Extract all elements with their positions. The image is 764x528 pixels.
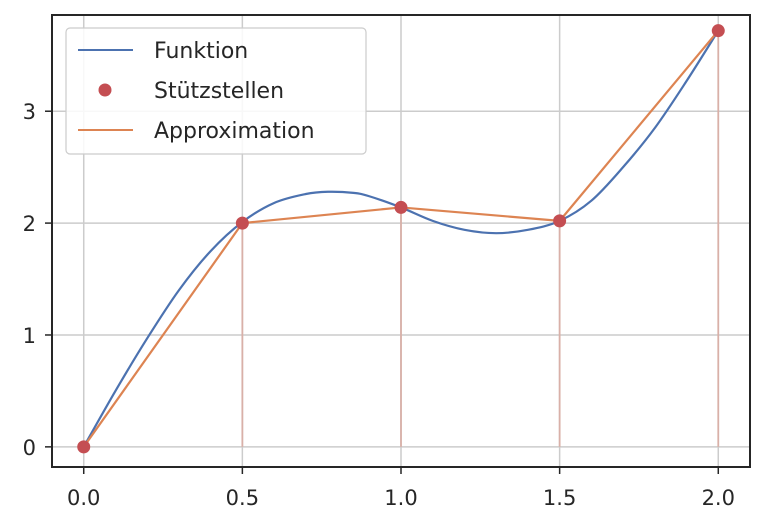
series-line-funktion xyxy=(82,30,720,448)
y-tick-label: 3 xyxy=(23,100,36,124)
x-tick-label: 2.0 xyxy=(702,486,735,510)
y-tick-label: 2 xyxy=(23,212,36,236)
x-axis: 0.0 0.5 1.0 1.5 2.0 xyxy=(67,467,735,510)
stem-lines xyxy=(241,30,720,447)
legend-label-funktion: Funktion xyxy=(154,39,248,64)
x-tick-label: 1.0 xyxy=(384,486,417,510)
legend-label-stuetzstellen: Stützstellen xyxy=(154,79,284,104)
legend-box xyxy=(65,27,367,155)
data-point-stuetzstelle xyxy=(394,200,408,214)
data-point-stuetzstelle xyxy=(235,216,249,230)
data-point-stuetzstelle xyxy=(77,440,91,454)
legend-swatch-stuetzstellen xyxy=(98,83,112,97)
legend: Funktion Stützstellen Approximation xyxy=(65,27,367,155)
x-tick-label: 0.5 xyxy=(226,486,259,510)
x-tick-label: 1.5 xyxy=(543,486,576,510)
y-tick-label: 1 xyxy=(23,324,36,348)
data-point-stuetzstelle xyxy=(553,214,567,228)
data-point-stuetzstelle xyxy=(711,24,725,38)
y-axis: 0 1 2 3 xyxy=(23,100,52,460)
x-tick-label: 0.0 xyxy=(67,486,100,510)
legend-label-approximation: Approximation xyxy=(154,119,315,144)
plot-area xyxy=(77,24,725,454)
y-tick-label: 0 xyxy=(23,436,36,460)
